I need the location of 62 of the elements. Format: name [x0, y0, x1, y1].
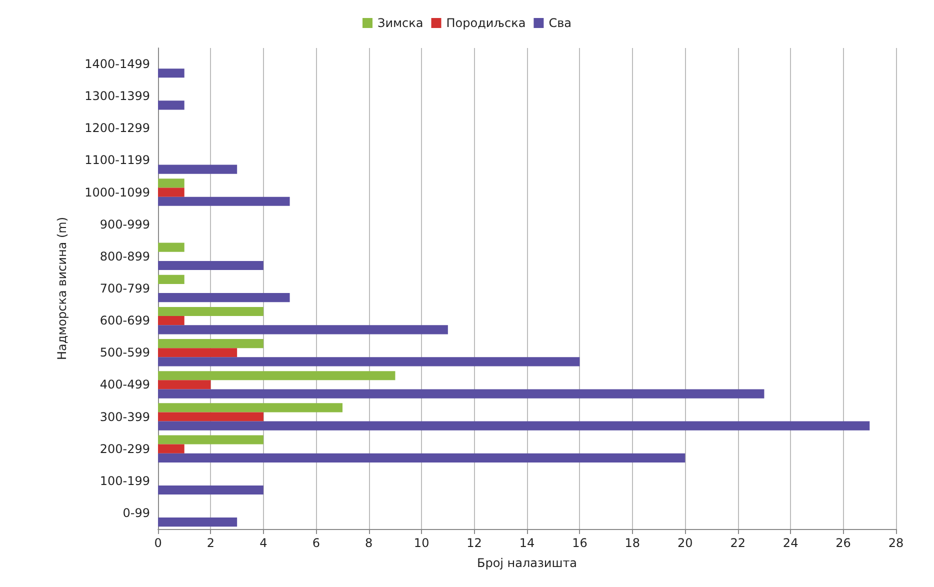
y-tick-label: 700-799 — [100, 282, 150, 296]
x-tick-label: 26 — [836, 536, 851, 550]
bar — [158, 164, 238, 174]
x-tick-label: 2 — [206, 536, 215, 550]
bar — [158, 421, 870, 430]
bar — [158, 196, 290, 206]
bar — [158, 188, 184, 197]
x-tick-label: 12 — [466, 536, 482, 550]
bar — [158, 339, 264, 348]
bar — [158, 380, 211, 390]
x-tick-label: 20 — [678, 536, 693, 550]
bar — [158, 518, 238, 527]
y-tick-label: 0-99 — [122, 506, 150, 520]
x-tick-label: 6 — [312, 536, 320, 550]
y-tick-label: 200-299 — [100, 442, 150, 456]
y-tick-label: 500-599 — [100, 346, 150, 360]
y-tick-label: 1300-1399 — [84, 89, 150, 104]
y-tick-label: 800-899 — [100, 249, 150, 264]
x-tick-label: 4 — [260, 536, 268, 550]
bar — [158, 306, 264, 316]
bar — [158, 485, 264, 495]
bar — [158, 316, 184, 326]
y-tick-label: 1200-1299 — [84, 121, 150, 136]
bar — [158, 403, 342, 412]
bar — [158, 435, 264, 444]
y-tick-label: 600-699 — [100, 314, 150, 328]
y-tick-label: 300-399 — [100, 410, 150, 424]
y-tick-label: 900-999 — [100, 217, 150, 232]
bar — [158, 293, 290, 302]
y-axis-title: Надморска висина (m) — [55, 216, 69, 360]
x-tick-label: 18 — [624, 536, 640, 550]
bar — [158, 371, 396, 380]
legend-label: Зимска — [378, 16, 424, 30]
x-tick-label: 0 — [154, 536, 162, 550]
bar — [158, 260, 264, 270]
bar — [158, 357, 580, 366]
y-tick-label: 400-499 — [100, 378, 150, 392]
x-tick-label: 10 — [414, 536, 430, 550]
bar — [158, 274, 184, 284]
x-tick-label: 22 — [730, 536, 746, 550]
y-tick-label: 1400-1499 — [84, 57, 150, 72]
bar — [158, 178, 184, 188]
y-tick-label: 100-199 — [100, 474, 150, 488]
bar — [158, 444, 184, 454]
bar — [158, 68, 184, 78]
x-tick-label: 8 — [365, 536, 373, 550]
bar — [158, 389, 764, 398]
x-tick-label: 16 — [572, 536, 588, 550]
y-tick-label: 1000-1099 — [84, 185, 150, 200]
y-tick-label: 1100-1199 — [84, 153, 150, 168]
bar — [158, 453, 686, 462]
bar — [158, 100, 184, 110]
x-tick-label: 24 — [782, 536, 798, 550]
legend-label: Сва — [548, 16, 572, 30]
x-tick-label: 14 — [519, 536, 535, 550]
x-tick-label: 28 — [888, 536, 904, 550]
bar — [158, 325, 448, 334]
x-axis-title: Број налазишта — [476, 556, 578, 570]
bar — [158, 348, 238, 358]
bar — [158, 242, 184, 252]
legend-label: Породиљска — [446, 16, 526, 30]
bar — [158, 412, 264, 422]
